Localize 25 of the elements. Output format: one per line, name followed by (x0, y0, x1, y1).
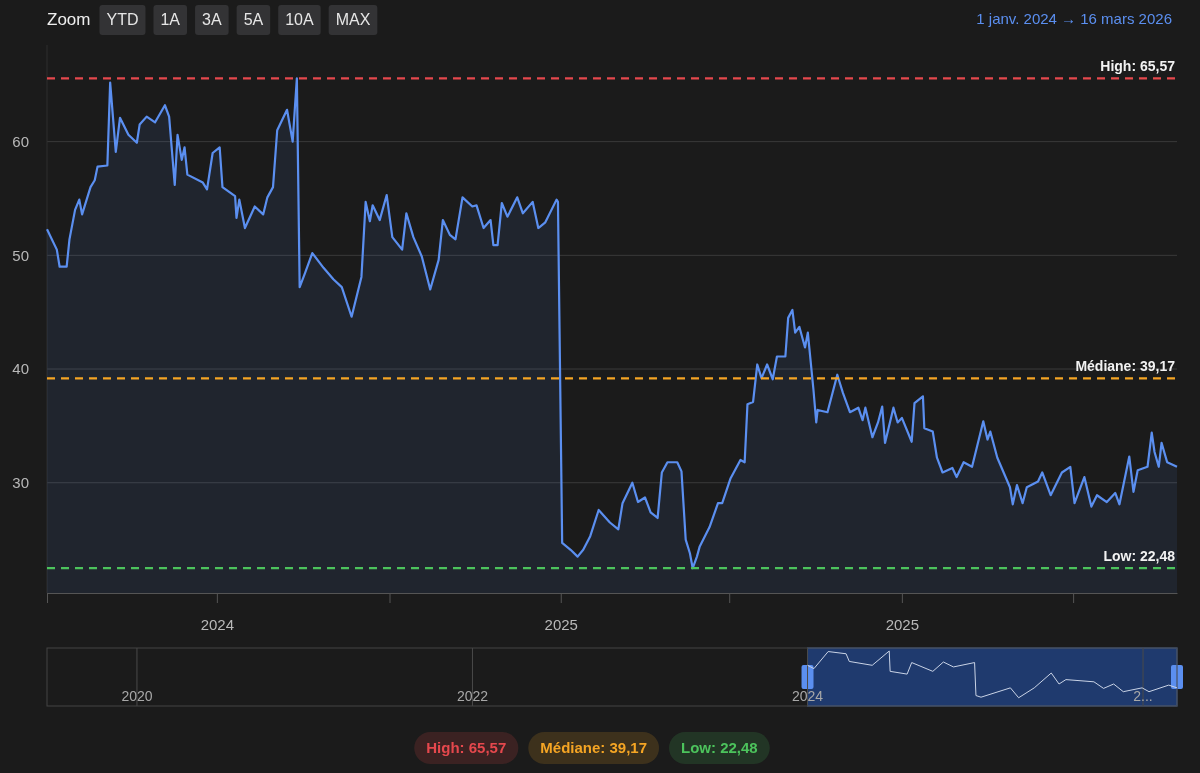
text: Zoom (47, 10, 91, 29)
text: Médiane: 39,17 (540, 739, 648, 756)
x-tick-label: 2024 (200, 615, 235, 633)
text: YTD (106, 11, 139, 28)
text: Low: 22,48 (681, 739, 758, 756)
x-tick-label: 2020 (121, 688, 153, 704)
x-tick-label: 2025 (544, 615, 578, 633)
x-tick-label: 2025 (885, 615, 920, 633)
x-tick-label: 2... (1133, 688, 1153, 704)
text: MAX (335, 11, 371, 28)
y-tick-label: 50 (12, 246, 29, 264)
ref-line-label: Low: 22,48 (1103, 548, 1176, 565)
y-tick-label: 60 (12, 132, 29, 150)
text: 10A (285, 11, 314, 28)
text: 1A (160, 11, 181, 28)
text: High: 65,57 (426, 739, 507, 756)
text: 5A (243, 11, 264, 28)
y-tick-label: 40 (12, 360, 29, 378)
ref-line-label: High: 65,57 (1100, 58, 1176, 75)
text: 3A (202, 11, 222, 28)
ref-line-label: Médiane: 39,17 (1075, 358, 1176, 375)
x-tick-label: 2022 (456, 688, 489, 704)
y-tick-label: 30 (12, 474, 29, 492)
x-tick-label: 2024 (791, 688, 824, 704)
chart-subtitle: 1 janv. 2024 → 16 mars 2026 (976, 10, 1172, 27)
